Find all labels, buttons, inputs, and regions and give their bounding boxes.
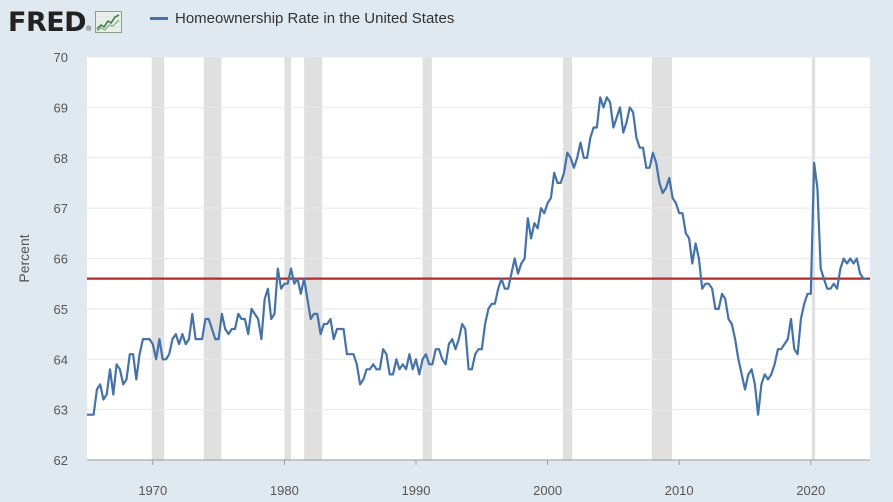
x-tick-label: 2010 [665,483,694,498]
legend-label: Homeownership Rate in the United States [175,10,455,27]
registered-mark: ® [86,25,92,33]
chart-trend-icon [95,11,123,33]
chart-legend[interactable]: Homeownership Rate in the United States [150,10,454,27]
x-tick-label: 2000 [533,483,562,498]
y-tick-label: 69 [54,100,68,115]
y-tick-label: 70 [54,50,68,65]
y-tick-label: 62 [54,453,68,468]
fred-logo[interactable]: FRED ® [8,4,123,40]
y-tick-label: 66 [54,252,68,267]
y-tick-label: 64 [54,352,68,367]
y-tick-label: 67 [54,201,68,216]
series-line [87,96,867,416]
fred-logo-text: FRED [8,6,87,38]
x-tick-label: 1990 [402,483,431,498]
y-tick-label: 68 [54,151,68,166]
y-tick-label: 63 [54,403,68,418]
y-tick-label: 65 [54,302,68,317]
y-axis-label: Percent [16,234,32,282]
x-tick-label: 2020 [796,483,825,498]
legend-swatch [150,17,168,20]
x-tick-label: 1970 [138,483,167,498]
x-tick-label: 1980 [270,483,299,498]
